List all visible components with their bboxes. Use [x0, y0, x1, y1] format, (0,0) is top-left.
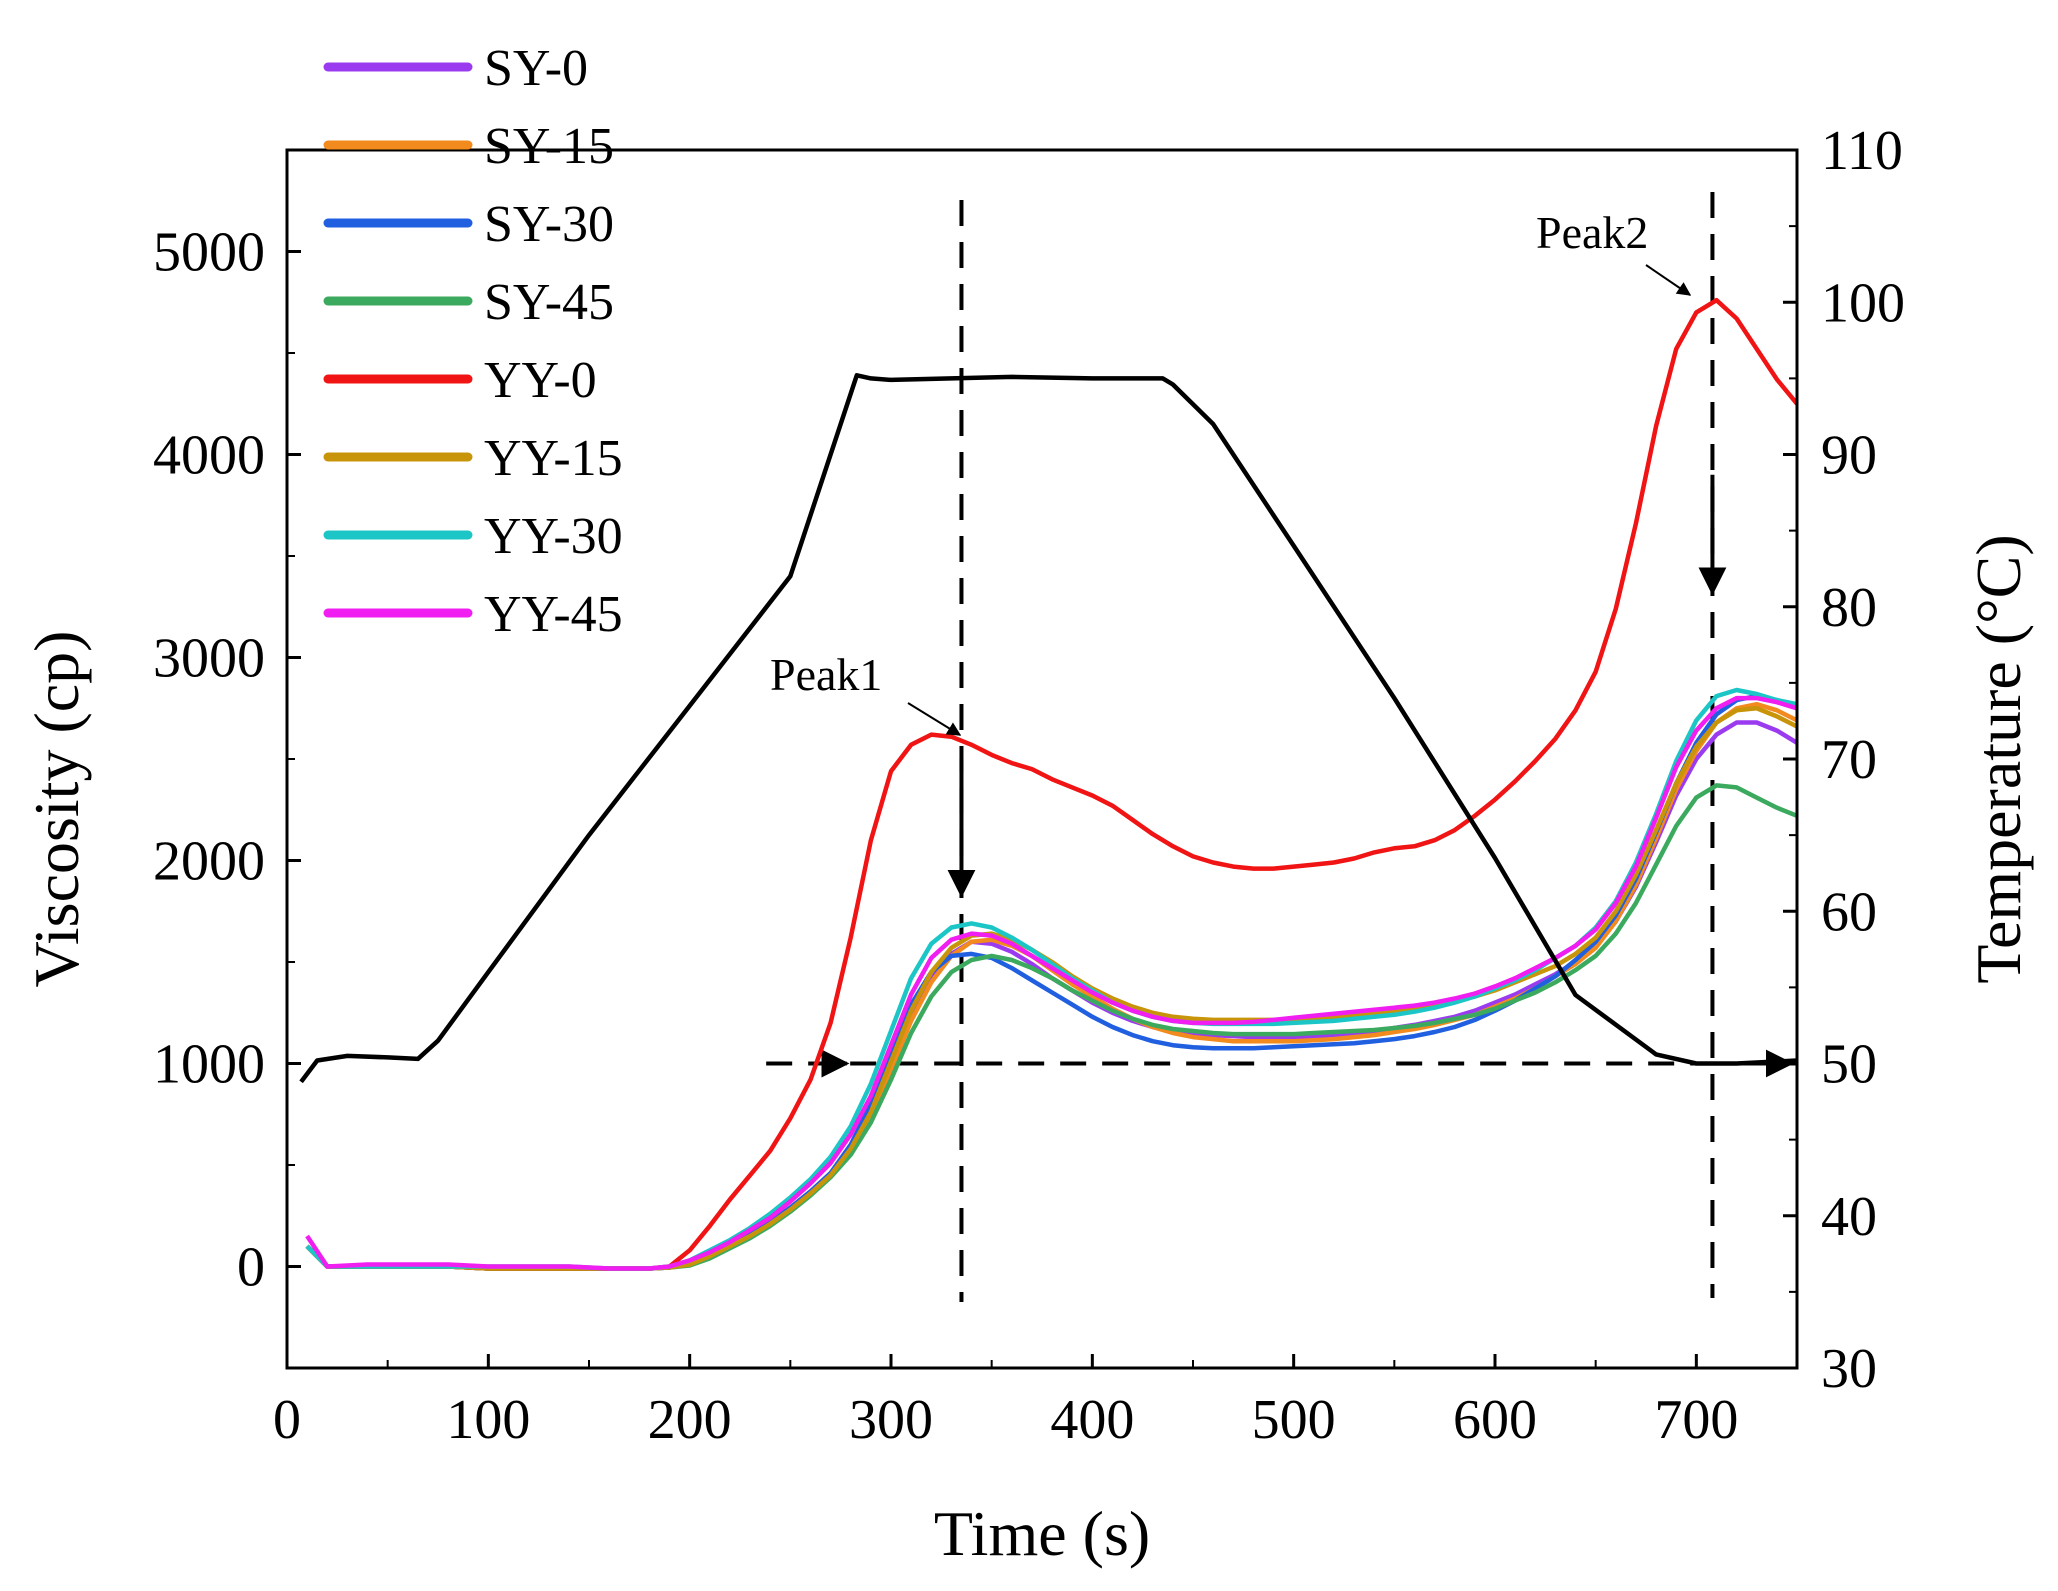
legend: SY-0 SY-15 SY-30 SY-45 YY-0 YY-15 YY-30 …	[323, 40, 623, 643]
y2-tick-label: 70	[1821, 729, 1877, 791]
y-tick-label: 3000	[153, 628, 265, 690]
x-axis-ticks: 0 100 200 300 400 500 600 700	[273, 1354, 1738, 1451]
legend-label-yy-15: YY-15	[484, 430, 623, 487]
series-line-sy-45	[305, 783, 1798, 1271]
legend-label-yy-45: YY-45	[484, 586, 623, 643]
y2-tick-label: 40	[1821, 1186, 1877, 1248]
y2-tick-label: 90	[1821, 425, 1877, 487]
x-tick-label: 0	[273, 1389, 301, 1451]
x-tick-label: 300	[849, 1389, 933, 1451]
legend-label-sy-30: SY-30	[484, 196, 614, 253]
series-line-sy-30	[305, 693, 1798, 1271]
series-line-yy-15	[305, 706, 1799, 1271]
viscosity-series-group	[305, 297, 1799, 1271]
y-tick-label: 1000	[153, 1034, 265, 1096]
series-line-yy-0	[305, 297, 1799, 1271]
peak1-pointer	[907, 702, 962, 736]
x-tick-label: 700	[1654, 1389, 1738, 1451]
y-tick-label: 4000	[153, 425, 265, 487]
x-tick-label: 100	[446, 1389, 530, 1451]
peak2-label: Peak2	[1536, 207, 1648, 258]
x-tick-label: 600	[1453, 1389, 1537, 1451]
y2-tick-label: 60	[1821, 881, 1877, 943]
y2-tick-label: 80	[1821, 577, 1877, 639]
y-tick-label: 5000	[153, 222, 265, 284]
x-tick-label: 400	[1050, 1389, 1134, 1451]
y-tick-label: 2000	[153, 831, 265, 893]
axes: 0 100 200 300 400 500 600 700 0 1000 2000 3000 4000…	[153, 120, 1905, 1451]
y-axis-title: Viscosity (cp)	[21, 631, 92, 988]
legend-label-sy-45: SY-45	[484, 274, 614, 331]
legend-label-sy-15: SY-15	[484, 118, 614, 175]
peak1-label: Peak1	[770, 649, 882, 700]
y2-tick-label: 30	[1821, 1338, 1877, 1400]
reference-lines	[766, 192, 1797, 1302]
x-tick-label: 200	[648, 1389, 732, 1451]
series-line-yy-45	[305, 695, 1798, 1271]
y2-axis-ticks: 30 40 50 60 70 80 90 100 110	[1783, 120, 1905, 1400]
plot-frame	[285, 148, 1799, 1370]
y-axis-ticks: 0 1000 2000 3000 4000 5000	[153, 222, 301, 1299]
temperature-series-group	[299, 373, 1798, 1084]
y-tick-label: 0	[237, 1237, 265, 1299]
y2-tick-label: 100	[1821, 272, 1905, 334]
series-line-sy-15	[305, 701, 1799, 1271]
y2-tick-label: 110	[1821, 120, 1903, 182]
series-line-temperature	[299, 373, 1798, 1084]
peak2-pointer	[1645, 264, 1692, 296]
annotations: Peak1 Peak2	[770, 207, 1692, 736]
y2-axis-title: Temperature (°C)	[1963, 534, 2034, 983]
x-axis-title: Time (s)	[934, 1498, 1150, 1569]
y2-tick-label: 50	[1821, 1034, 1877, 1096]
legend-label-yy-30: YY-30	[484, 508, 623, 565]
x-tick-label: 500	[1252, 1389, 1336, 1451]
legend-label-sy-0: SY-0	[484, 40, 588, 97]
legend-label-yy-0: YY-0	[484, 352, 597, 409]
